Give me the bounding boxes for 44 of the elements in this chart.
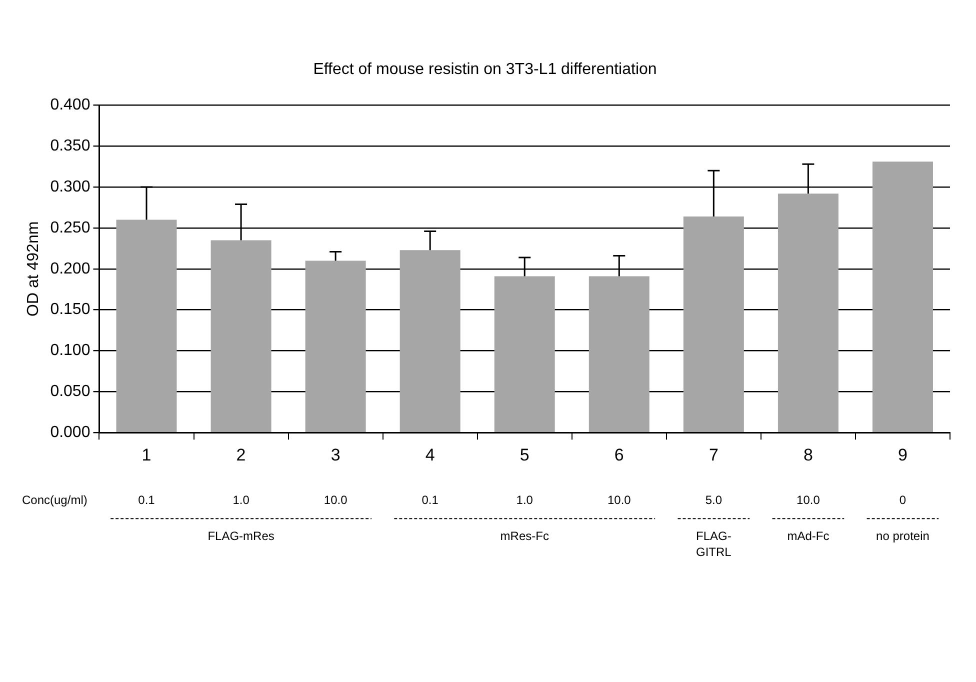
y-tick-label: 0.200 [50, 260, 90, 278]
x-tick-label: 4 [425, 445, 435, 464]
text: FLAG-mRes [208, 528, 274, 543]
y-tick-label: 0.150 [50, 301, 90, 318]
text: 1.0 [232, 492, 250, 507]
text: 1.0 [516, 492, 534, 507]
x-tick-label: 7 [708, 445, 718, 464]
bar [494, 276, 555, 432]
bar [305, 260, 366, 432]
chart-title: Effect of mouse resistin on 3T3-L1 differentiation [313, 61, 657, 78]
bar [778, 194, 838, 432]
text: 0.1 [138, 492, 156, 507]
x-tick-label: 9 [898, 445, 908, 464]
y-tick-label: 0.100 [50, 342, 90, 360]
text: mRes-Fc [500, 528, 549, 543]
bar [116, 220, 177, 432]
bar [400, 250, 460, 432]
bar [683, 216, 744, 432]
text: FLAG-GITRL [696, 528, 732, 559]
text: no protein [876, 528, 930, 543]
y-tick-label: 0.000 [50, 424, 90, 442]
bar [872, 162, 933, 432]
y-tick-label: 0.350 [50, 138, 90, 155]
x-tick-label: 6 [614, 445, 624, 464]
x-tick-label: 8 [803, 445, 813, 464]
x-tick-label: 5 [520, 445, 530, 464]
bar [210, 240, 272, 432]
text: 0.1 [422, 492, 439, 507]
x-tick-label: 1 [142, 445, 152, 464]
y-axis-title: OD at 492nm [25, 221, 42, 316]
y-tick-label: 0.050 [50, 383, 90, 400]
text: 0 [899, 492, 906, 507]
text: 10.0 [324, 492, 348, 507]
y-tick-label: 0.250 [50, 219, 90, 236]
text: 10.0 [607, 492, 632, 507]
y-tick-label: 0.300 [50, 178, 90, 196]
text: mAd-Fc [787, 528, 830, 543]
x-tick-label: 3 [330, 445, 340, 464]
text: 5.0 [705, 492, 722, 507]
y-tick-label: 0.400 [50, 96, 90, 114]
text: Conc(ug/ml) [22, 492, 88, 507]
x-tick-label: 2 [236, 445, 246, 464]
bar [588, 276, 650, 432]
text: 10.0 [796, 492, 820, 507]
